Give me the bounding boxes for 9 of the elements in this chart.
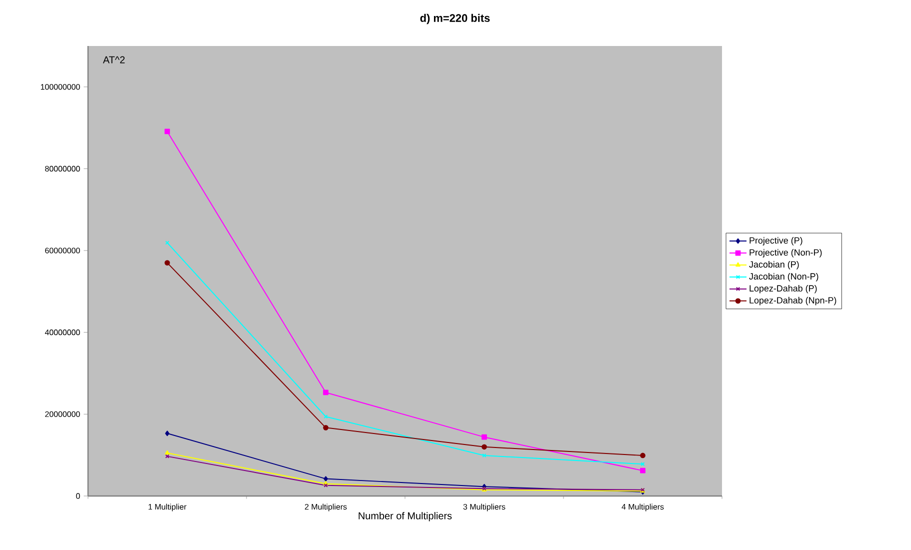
annotation: AT^2 [102, 56, 125, 64]
x-axis-title: Number of Multipliers [358, 512, 452, 522]
legend-label: Projective (Non-P) [750, 249, 822, 258]
legend-label: Projective (P) [750, 237, 802, 246]
legend-label: Jacobian (Non-P) [749, 272, 818, 282]
legend-label: Lopez-Dahab (Npn-P) [750, 296, 836, 306]
legend-label: Jacobian (P) [749, 260, 799, 270]
chart-title: d) m=220 bits [420, 14, 490, 24]
legend-label: Lopez-Dahab (P) [750, 284, 817, 294]
